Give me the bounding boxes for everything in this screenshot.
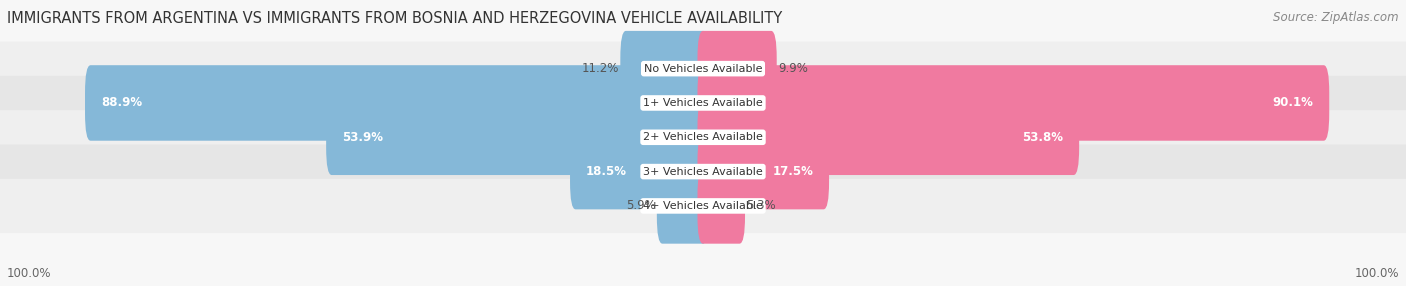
FancyBboxPatch shape bbox=[0, 144, 1406, 199]
FancyBboxPatch shape bbox=[620, 31, 709, 106]
FancyBboxPatch shape bbox=[569, 134, 709, 209]
Text: 17.5%: 17.5% bbox=[772, 165, 813, 178]
FancyBboxPatch shape bbox=[697, 65, 1329, 141]
FancyBboxPatch shape bbox=[697, 31, 776, 106]
Text: 90.1%: 90.1% bbox=[1272, 96, 1313, 110]
Text: 100.0%: 100.0% bbox=[7, 267, 52, 280]
FancyBboxPatch shape bbox=[0, 41, 1406, 96]
FancyBboxPatch shape bbox=[697, 134, 830, 209]
Text: 1+ Vehicles Available: 1+ Vehicles Available bbox=[643, 98, 763, 108]
Text: 4+ Vehicles Available: 4+ Vehicles Available bbox=[643, 201, 763, 211]
Text: 53.9%: 53.9% bbox=[342, 131, 382, 144]
FancyBboxPatch shape bbox=[657, 168, 709, 244]
Text: 88.9%: 88.9% bbox=[101, 96, 142, 110]
Text: 3+ Vehicles Available: 3+ Vehicles Available bbox=[643, 167, 763, 176]
Text: 5.3%: 5.3% bbox=[747, 199, 776, 212]
Text: 18.5%: 18.5% bbox=[586, 165, 627, 178]
FancyBboxPatch shape bbox=[0, 76, 1406, 130]
FancyBboxPatch shape bbox=[84, 65, 709, 141]
Text: 11.2%: 11.2% bbox=[582, 62, 619, 75]
Text: 2+ Vehicles Available: 2+ Vehicles Available bbox=[643, 132, 763, 142]
Text: 53.8%: 53.8% bbox=[1022, 131, 1063, 144]
Text: 9.9%: 9.9% bbox=[778, 62, 808, 75]
FancyBboxPatch shape bbox=[697, 100, 1080, 175]
FancyBboxPatch shape bbox=[697, 168, 745, 244]
Text: No Vehicles Available: No Vehicles Available bbox=[644, 64, 762, 74]
Text: 5.9%: 5.9% bbox=[626, 199, 655, 212]
Text: Source: ZipAtlas.com: Source: ZipAtlas.com bbox=[1274, 11, 1399, 24]
FancyBboxPatch shape bbox=[326, 100, 709, 175]
Text: IMMIGRANTS FROM ARGENTINA VS IMMIGRANTS FROM BOSNIA AND HERZEGOVINA VEHICLE AVAI: IMMIGRANTS FROM ARGENTINA VS IMMIGRANTS … bbox=[7, 11, 782, 26]
FancyBboxPatch shape bbox=[0, 179, 1406, 233]
FancyBboxPatch shape bbox=[0, 110, 1406, 164]
Text: 100.0%: 100.0% bbox=[1354, 267, 1399, 280]
